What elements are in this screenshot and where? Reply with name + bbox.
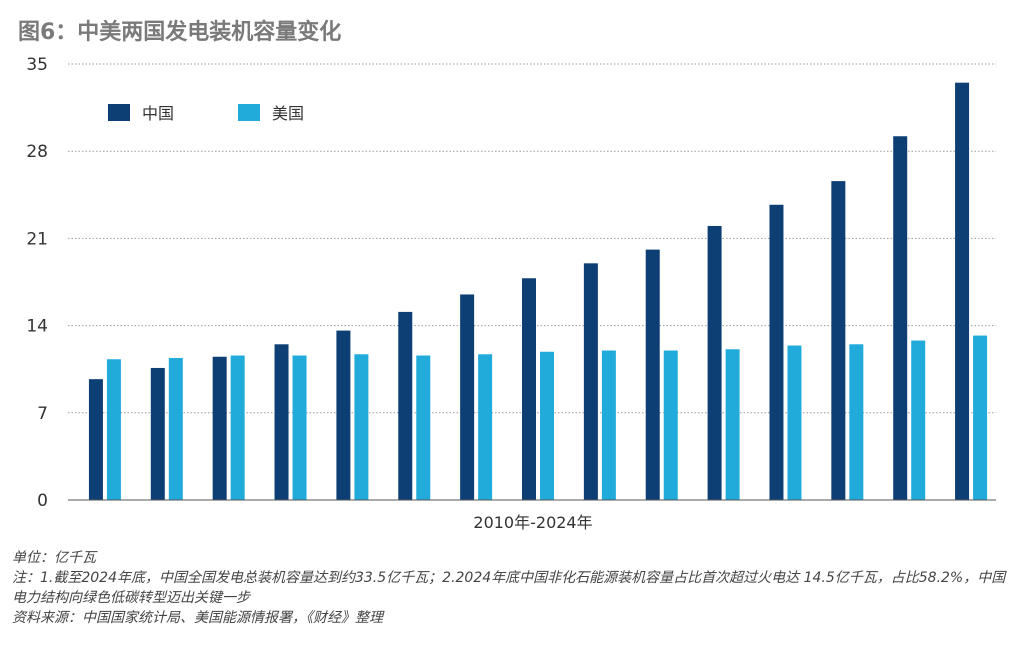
bar-usa (230, 355, 245, 500)
legend-label-usa: 美国 (272, 104, 304, 123)
bar-usa (168, 357, 183, 500)
y-tick-label: 0 (37, 491, 48, 511)
bar-chart: 0 7 14 21 28 35 中国 美国 2010年-2024年 (26, 55, 996, 532)
bar-china (460, 294, 475, 500)
bar-usa (478, 354, 493, 500)
y-tick-label: 28 (26, 142, 48, 162)
bar-usa (849, 344, 864, 500)
bar-usa (663, 350, 678, 500)
bar-china (398, 311, 413, 500)
bar-usa (106, 359, 121, 500)
bar-china (336, 330, 351, 500)
bar-china (583, 263, 598, 500)
y-tick-label: 21 (26, 229, 48, 249)
footnote-text: 注：1.截至2024年底，中国全国发电总装机容量达到约33.5亿千瓦；2.202… (12, 570, 1006, 606)
legend-swatch-usa (238, 104, 260, 121)
source-note: 资料来源：中国国家统计局、美国能源情报署，《财经》整理 (12, 610, 383, 626)
bar-usa (540, 351, 554, 500)
bar-china (955, 82, 970, 500)
bar-usa (354, 354, 369, 500)
bar-china (212, 356, 227, 500)
x-axis-label: 2010年-2024年 (473, 513, 592, 532)
bar-usa (973, 335, 988, 500)
y-tick-label: 14 (26, 317, 48, 337)
bar-china (274, 344, 289, 500)
unit-note: 单位：亿千瓦 (12, 550, 96, 566)
bar-usa (416, 355, 431, 500)
y-axis-tick-labels: 0 7 14 21 28 35 (26, 55, 48, 511)
bar-china (88, 379, 103, 500)
bar-usa (911, 340, 926, 500)
chart-title: 图6：中美两国发电装机容量变化 (18, 20, 342, 45)
bar-usa (601, 350, 616, 500)
bar-china (522, 278, 536, 500)
bar-usa (292, 355, 307, 500)
bar-china (893, 136, 908, 500)
bar-usa (787, 345, 802, 500)
y-tick-label: 35 (26, 55, 48, 75)
legend: 中国 美国 (108, 104, 304, 123)
footnotes: 单位：亿千瓦 注：1.截至2024年底，中国全国发电总装机容量达到约33.5亿千… (12, 548, 1017, 628)
bar-china (150, 367, 165, 500)
bar-china (707, 225, 722, 500)
bar-china (769, 204, 784, 500)
legend-label-china: 中国 (142, 104, 174, 123)
y-tick-label: 7 (37, 404, 48, 424)
bars (88, 82, 988, 500)
bar-china (645, 249, 660, 500)
legend-swatch-china (108, 104, 130, 121)
bar-china (831, 181, 846, 500)
bar-usa (725, 349, 740, 500)
